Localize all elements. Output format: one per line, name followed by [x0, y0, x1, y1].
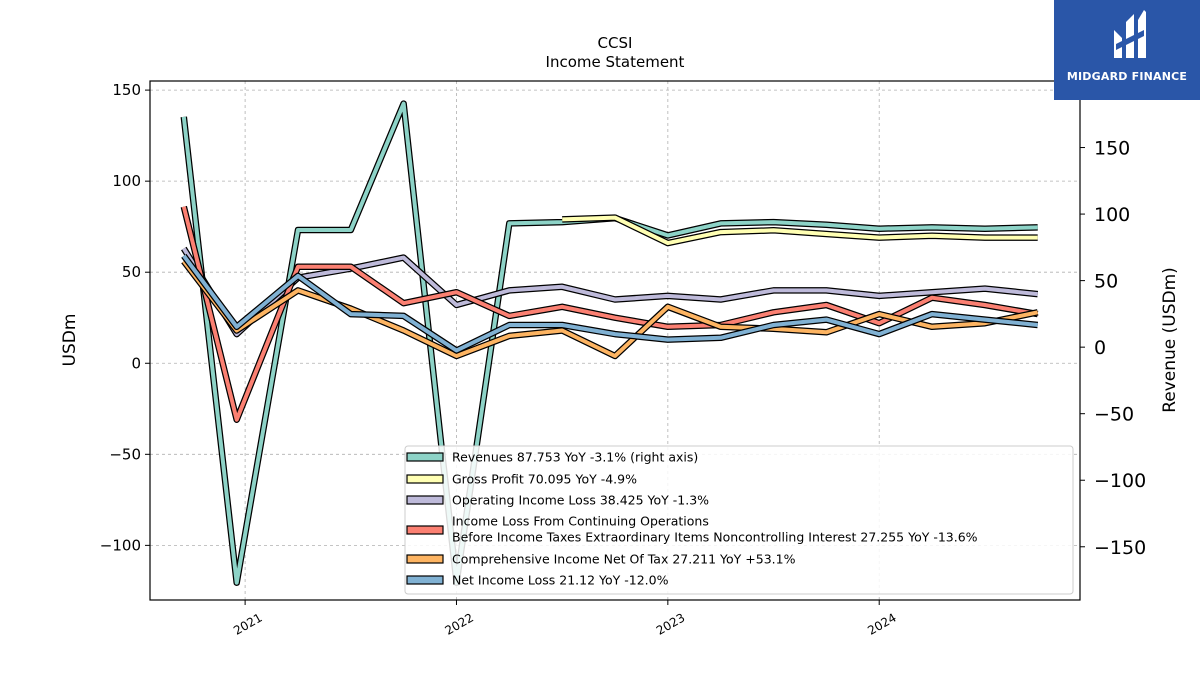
- x-tick-label: 2023: [654, 610, 687, 637]
- axis-ticks: 150 100 50 0 −50 −100 150 100 50 0 −50 −100 −150 2021…: [100, 81, 1146, 638]
- y-tick-label-right: 50: [1094, 271, 1118, 293]
- y-tick-label-right: −150: [1094, 537, 1146, 559]
- midgard-finance-logo: MIDGARD FINANCE: [1054, 0, 1200, 100]
- legend-swatch: [406, 525, 444, 535]
- legend-label: Income Loss From Continuing Operations: [452, 514, 709, 529]
- legend-swatch: [406, 474, 444, 484]
- y-tick-label-left: 150: [112, 81, 141, 99]
- series-outline: [181, 253, 1039, 354]
- series-stroke: [562, 215, 1038, 246]
- series-lines: [180, 100, 1039, 586]
- y-tick-label-right: −50: [1094, 404, 1134, 426]
- y-axis-label-left: USDm: [60, 314, 80, 367]
- series-line-3: [180, 205, 1039, 423]
- legend-label: Net Income Loss 21.12 YoY -12.0%: [452, 573, 669, 588]
- series-stroke: [181, 206, 1039, 422]
- legend-swatch: [406, 554, 444, 564]
- y-tick-label-right: 150: [1094, 138, 1130, 160]
- legend-box: [404, 445, 1074, 595]
- y-tick-label-left: 0: [131, 354, 141, 372]
- legend-swatch: [406, 495, 444, 505]
- logo-mark-icon: [1114, 10, 1146, 58]
- y-tick-label-left: 100: [112, 172, 141, 190]
- y-tick-label-right: 100: [1094, 204, 1130, 226]
- legend-label: Comprehensive Income Net Of Tax 27.211 Y…: [452, 552, 796, 567]
- y-tick-label-right: −100: [1094, 470, 1146, 492]
- plot-frame: [149, 80, 1081, 601]
- y-axis-label-right: Revenue (USDm): [1160, 267, 1180, 413]
- x-tick-label: 2021: [231, 610, 264, 637]
- legend-swatch: [406, 575, 444, 585]
- series-stroke: [182, 254, 1038, 353]
- legend-label: Operating Income Loss 38.425 YoY -1.3%: [452, 493, 709, 508]
- legend: Revenues 87.753 YoY -3.1% (right axis) Gr…: [404, 445, 1074, 595]
- logo-text: MIDGARD FINANCE: [1066, 70, 1188, 83]
- legend-swatch: [406, 452, 444, 462]
- series-line-2: [181, 246, 1039, 338]
- series-line-5: [181, 253, 1039, 354]
- y-tick-label-left: −100: [100, 536, 141, 554]
- series-stroke: [182, 247, 1038, 337]
- x-tick-label: 2024: [865, 610, 898, 637]
- legend-label: Revenues 87.753 YoY -3.1% (right axis): [452, 450, 698, 465]
- legend-label: Gross Profit 70.095 YoY -4.9%: [452, 472, 637, 487]
- series-line-1: [562, 214, 1038, 247]
- x-tick-label: 2022: [443, 610, 476, 637]
- chart-subtitle: Income Statement: [546, 53, 685, 71]
- y-tick-label-left: 50: [122, 263, 141, 281]
- legend-label: Before Income Taxes Extraordinary Items …: [452, 530, 978, 545]
- y-tick-label-left: −50: [109, 445, 141, 463]
- chart-title: CCSI: [598, 34, 633, 52]
- y-tick-label-right: 0: [1094, 337, 1106, 359]
